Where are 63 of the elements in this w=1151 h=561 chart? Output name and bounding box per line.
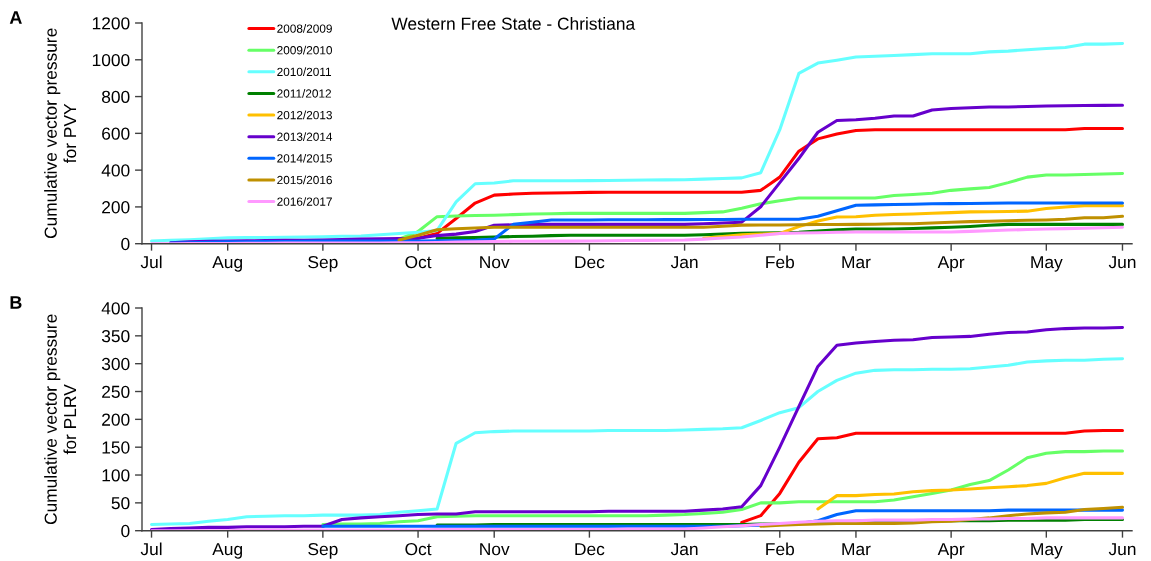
line-series (149, 225, 1125, 244)
legend-label: 2009/2010 (277, 45, 333, 55)
y-tick-label: 0 (121, 237, 130, 251)
y-tick-label: 200 (102, 413, 130, 426)
line-series (149, 41, 1125, 243)
x-tick-label: Sep (308, 255, 338, 272)
y-axis-title: Cumulative vector pressure for PVY (44, 28, 77, 239)
legend-label: 2010/2011 (277, 67, 332, 77)
y-tick-label: 350 (101, 330, 130, 343)
x-tick-label: Dec (575, 543, 605, 556)
x-tick-label: Feb (766, 255, 795, 269)
y-tick-label: 1200 (92, 17, 130, 30)
x-tick-label: Jun (1108, 256, 1136, 269)
legend-label: 2016/2017 (277, 197, 332, 206)
x-tick-label: Jan (670, 256, 698, 269)
y-tick-label: 1000 (92, 53, 130, 67)
y-tick-label: 0 (121, 524, 130, 538)
y-tick-label: 250 (102, 385, 130, 398)
y-tick-label: 200 (102, 201, 130, 214)
line-series (149, 516, 1125, 531)
x-tick-label: Jul (140, 542, 162, 556)
x-tick-label: Oct (405, 542, 432, 556)
x-tick-label: Apr (937, 256, 965, 272)
x-tick-label: Mar (842, 256, 871, 269)
text: B (10, 296, 22, 309)
line-series (149, 325, 1125, 531)
y-axis-title: Cumulative vector pressure for PLRV (44, 314, 77, 525)
legend-label: 2011/2012 (277, 88, 332, 98)
line-series (149, 357, 1125, 527)
x-tick-label: Jan (670, 543, 698, 556)
x-tick-label: Apr (937, 543, 965, 559)
x-tick-label: Nov (480, 256, 510, 269)
y-tick-label: 800 (101, 90, 130, 104)
x-tick-label: Jun (1108, 543, 1136, 556)
legend-label: 2014/2015 (277, 153, 332, 163)
y-tick-label: 300 (101, 357, 130, 371)
x-tick-label: Dec (575, 256, 605, 269)
y-tick-label: 400 (101, 164, 130, 177)
x-tick-label: Aug (212, 543, 242, 559)
x-tick-label: Mar (842, 543, 871, 556)
y-tick-label: 100 (102, 469, 130, 482)
x-tick-label: May (1031, 543, 1063, 559)
x-tick-label: Oct (405, 255, 432, 269)
y-tick-label: 600 (102, 127, 130, 140)
text: A (9, 11, 22, 24)
chart-title: Western Free State - Christiana (391, 17, 636, 30)
y-tick-label: 50 (111, 497, 130, 510)
legend-label: 2015/2016 (277, 175, 332, 185)
line-series (816, 471, 1125, 511)
x-tick-label: Aug (212, 256, 242, 272)
line-series (397, 214, 1125, 242)
y-tick-label: 150 (102, 441, 130, 454)
x-tick-label: Feb (766, 542, 795, 556)
legend-label: 2008/2009 (277, 24, 332, 33)
x-tick-label: Nov (480, 543, 510, 556)
y-tick-label: 400 (101, 302, 130, 315)
legend-label: 2012/2013 (277, 110, 332, 120)
legend-label: 2013/2014 (277, 132, 333, 141)
x-tick-label: May (1031, 256, 1063, 272)
line-series (321, 449, 1125, 527)
x-tick-label: Sep (308, 542, 338, 559)
line-series (740, 428, 1125, 524)
x-tick-label: Jul (140, 255, 162, 269)
